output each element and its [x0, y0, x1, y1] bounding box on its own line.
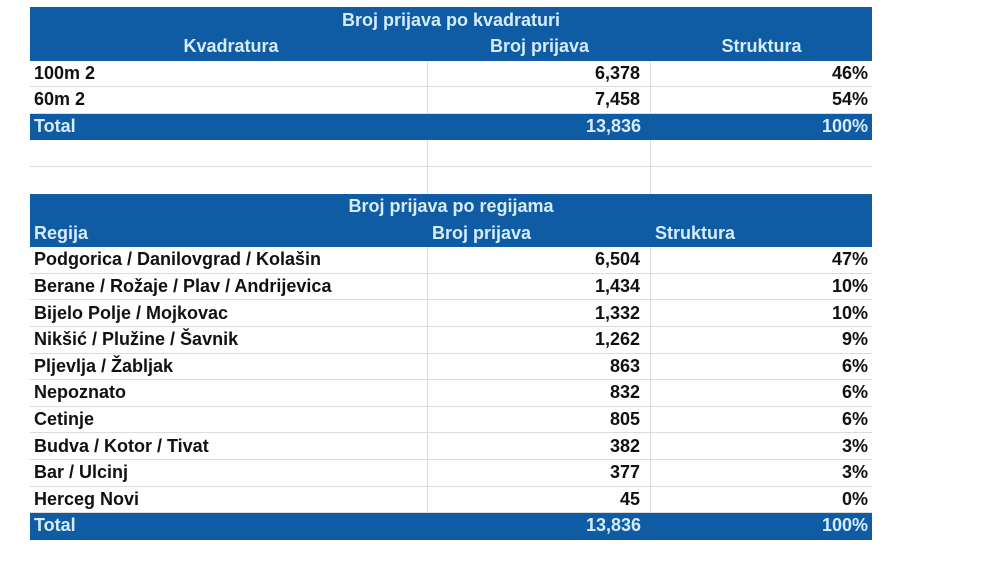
table-row: Berane / Rožaje / Plav / Andrijevica 1,4…: [30, 273, 872, 301]
row-label[interactable]: Bijelo Polje / Mojkovac: [30, 300, 428, 326]
row-share[interactable]: 46%: [831, 62, 868, 83]
table2-title-row: Broj prijava po regijama: [30, 193, 872, 221]
total-share: 100%: [821, 116, 868, 137]
table2-title: Broj prijava po regijama: [348, 196, 554, 217]
total-label: Total: [34, 515, 76, 536]
row-share[interactable]: 6%: [841, 355, 868, 376]
row-count[interactable]: 6,378: [428, 60, 651, 87]
row-count[interactable]: 1,332: [428, 300, 651, 326]
row-count[interactable]: 832: [428, 380, 651, 406]
table-row: Podgorica / Danilovgrad / Kolašin 6,504 …: [30, 247, 872, 274]
table-row: Nikšić / Plužine / Šavnik 1,262 9%: [30, 326, 872, 354]
table1-header-row: Kvadratura Broj prijava Struktura: [30, 34, 872, 61]
row-count[interactable]: 7,458: [428, 87, 651, 113]
header-kvadratura: Kvadratura: [183, 36, 279, 57]
row-label[interactable]: Bar / Ulcinj: [30, 459, 428, 486]
empty-cell[interactable]: [428, 166, 651, 194]
table2-header-row: Regija Broj prijava Struktura: [30, 220, 872, 248]
row-label[interactable]: Nepoznato: [30, 380, 428, 406]
total-label: Total: [34, 116, 76, 137]
row-count[interactable]: 1,434: [428, 273, 651, 300]
empty-cell[interactable]: [30, 140, 428, 166]
table1-total-row: Total 13,836 100%: [30, 113, 872, 141]
row-count[interactable]: 805: [428, 406, 651, 433]
table1-title-row: Broj prijava po kvadraturi: [30, 7, 872, 34]
empty-cell[interactable]: [30, 166, 428, 194]
row-share[interactable]: 6%: [841, 382, 868, 403]
row-share[interactable]: 3%: [841, 462, 868, 483]
empty-cell[interactable]: [651, 167, 872, 194]
table-row: Nepoznato 832 6%: [30, 380, 872, 407]
total-share: 100%: [821, 515, 868, 536]
row-label[interactable]: 100m 2: [30, 60, 428, 87]
row-count[interactable]: 1,262: [428, 326, 651, 353]
header-struktura: Struktura: [655, 222, 736, 243]
row-share[interactable]: 47%: [831, 249, 868, 270]
header-broj-prijava: Broj prijava: [432, 222, 532, 243]
header-struktura: Struktura: [721, 36, 802, 57]
row-share[interactable]: 0%: [841, 488, 868, 509]
row-count[interactable]: 377: [428, 459, 651, 486]
table-row: 60m 2 7,458 54%: [30, 87, 872, 114]
total-count: 13,836: [585, 515, 641, 536]
empty-cell[interactable]: [428, 140, 651, 166]
row-label[interactable]: Berane / Rožaje / Plav / Andrijevica: [30, 273, 428, 300]
row-label[interactable]: Budva / Kotor / Tivat: [30, 433, 428, 459]
spreadsheet: Broj prijava po kvadraturi Kvadratura Br…: [30, 7, 872, 540]
row-share[interactable]: 10%: [831, 302, 868, 323]
header-regija: Regija: [34, 222, 89, 243]
table2-total-row: Total 13,836 100%: [30, 513, 872, 540]
table-row: Bar / Ulcinj 377 3%: [30, 459, 872, 487]
row-share[interactable]: 3%: [841, 435, 868, 456]
row-count[interactable]: 863: [428, 353, 651, 380]
header-broj-prijava: Broj prijava: [489, 36, 590, 57]
table-row: Bijelo Polje / Mojkovac 1,332 10%: [30, 300, 872, 327]
row-label[interactable]: Herceg Novi: [30, 486, 428, 513]
row-label[interactable]: Cetinje: [30, 406, 428, 433]
row-share[interactable]: 54%: [831, 89, 868, 110]
table-row: Cetinje 805 6%: [30, 406, 872, 434]
empty-cell[interactable]: [651, 140, 872, 166]
table-row: Pljevlja / Žabljak 863 6%: [30, 353, 872, 381]
table-row: Budva / Kotor / Tivat 382 3%: [30, 433, 872, 460]
row-label[interactable]: 60m 2: [30, 87, 428, 113]
row-share[interactable]: 10%: [831, 276, 868, 297]
row-label[interactable]: Podgorica / Danilovgrad / Kolašin: [30, 247, 428, 273]
empty-row: [30, 140, 872, 167]
row-count[interactable]: 382: [428, 433, 651, 459]
row-share[interactable]: 9%: [841, 329, 868, 350]
row-count[interactable]: 45: [428, 486, 651, 513]
empty-row: [30, 166, 872, 194]
row-label[interactable]: Nikšić / Plužine / Šavnik: [30, 326, 428, 353]
table1-title: Broj prijava po kvadraturi: [341, 9, 561, 30]
total-count: 13,836: [585, 116, 641, 137]
table-row: Herceg Novi 45 0%: [30, 486, 872, 514]
row-label[interactable]: Pljevlja / Žabljak: [30, 353, 428, 380]
row-share[interactable]: 6%: [841, 409, 868, 430]
table-row: 100m 2 6,378 46%: [30, 60, 872, 88]
row-count[interactable]: 6,504: [428, 247, 651, 273]
